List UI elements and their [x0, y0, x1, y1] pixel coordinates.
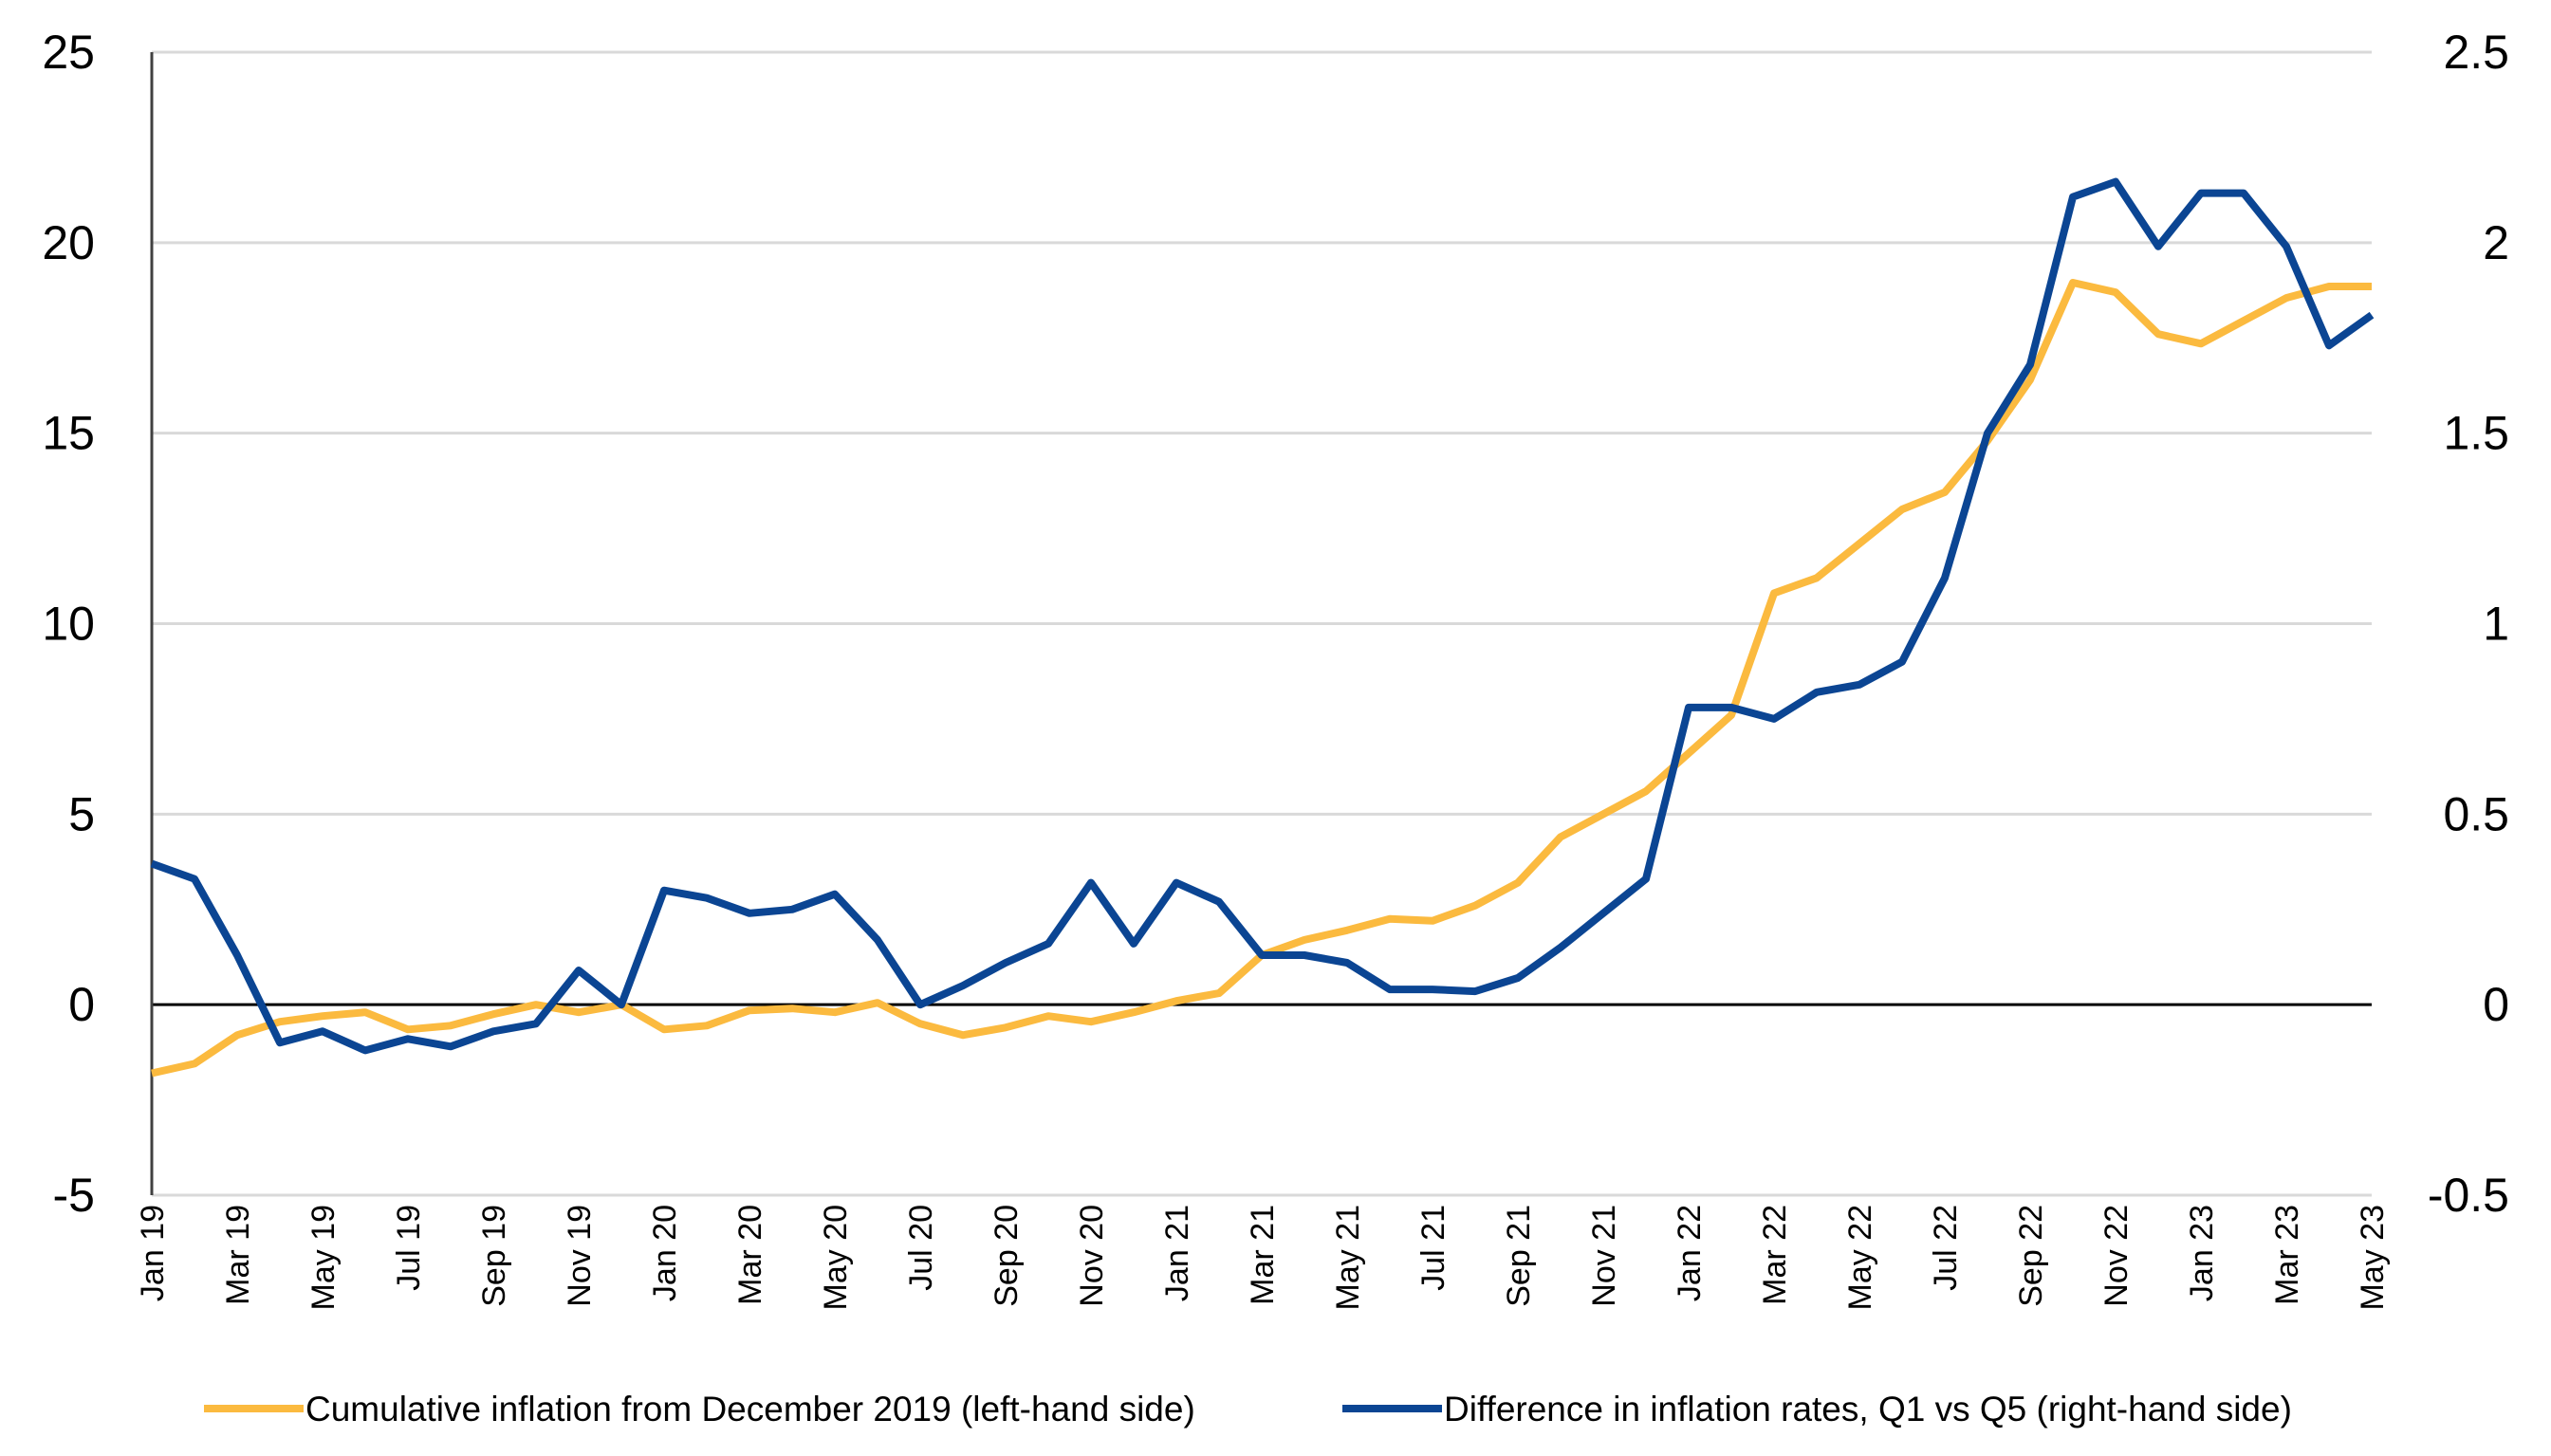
x-tick-label: Jan 19: [135, 1205, 171, 1301]
x-tick-label: Sep 21: [1501, 1205, 1537, 1307]
y-right-tick-label: 1: [2483, 598, 2509, 651]
y-right-tick-label: 0.5: [2443, 787, 2509, 840]
y-right-tick-label: 0: [2483, 978, 2509, 1031]
x-tick-label: Nov 19: [562, 1205, 598, 1307]
y-left-tick-label: 10: [42, 598, 95, 651]
x-tick-label: Nov 22: [2098, 1205, 2135, 1307]
legend: Cumulative inflation from December 2019 …: [204, 1390, 2292, 1428]
x-tick-label: Jan 21: [1159, 1205, 1195, 1301]
x-tick-label: Nov 20: [1074, 1205, 1110, 1307]
x-tick-label: May 20: [818, 1205, 854, 1311]
y-right-tick-label: 2.5: [2443, 26, 2509, 79]
x-tick-label: Sep 22: [2013, 1205, 2049, 1307]
x-tick-label: May 23: [2355, 1205, 2391, 1311]
x-tick-label: May 19: [305, 1205, 342, 1311]
series-lines: [150, 177, 2375, 1078]
x-tick-label: Mar 21: [1245, 1205, 1281, 1305]
x-tick-label: Jan 22: [1672, 1205, 1708, 1301]
y-left-tick-label: 25: [42, 26, 95, 79]
y-right-tick-label: -0.5: [2428, 1169, 2509, 1222]
x-tick-label: Sep 20: [989, 1205, 1025, 1307]
y-left-tick-label: 15: [42, 407, 95, 460]
x-tick-label: Jul 21: [1415, 1205, 1451, 1291]
y-left-tick-label: 5: [68, 787, 95, 840]
x-tick-label: Mar 22: [1757, 1205, 1793, 1305]
x-tick-label: May 21: [1330, 1205, 1366, 1311]
x-tick-label: Mar 23: [2269, 1205, 2305, 1305]
y-left-tick-label: 0: [68, 978, 95, 1031]
x-tick-label: Jul 19: [391, 1205, 427, 1291]
y-left-tick-label: -5: [53, 1169, 95, 1222]
x-tick-label: Mar 20: [732, 1205, 768, 1305]
y-right-tick-label: 1.5: [2443, 407, 2509, 460]
x-tick-label: Jul 20: [903, 1205, 939, 1291]
y-right-tick-label: 2: [2483, 216, 2509, 269]
x-tick-label: Jan 23: [2184, 1205, 2220, 1301]
gridlines: [152, 50, 2372, 1197]
x-tick-label: May 22: [1842, 1205, 1878, 1311]
x-tick-label: Jul 22: [1928, 1205, 1964, 1291]
series-line-inflation-difference: [150, 177, 2375, 1055]
axes: -5 0 5 10 15 20 25 -0.5 0 0.5 1 1.5 2 2.5 Jan 19 Mar 19…: [42, 26, 2509, 1311]
x-tick-label: Mar 19: [220, 1205, 256, 1305]
y-left-tick-label: 20: [42, 216, 95, 269]
x-tick-label: Jan 20: [647, 1205, 683, 1301]
x-tick-label: Nov 21: [1586, 1205, 1622, 1307]
legend-label: Difference in inflation rates, Q1 vs Q5 …: [1444, 1390, 2292, 1428]
x-tick-label: Sep 19: [476, 1205, 512, 1307]
legend-label: Cumulative inflation from December 2019 …: [305, 1390, 1195, 1428]
